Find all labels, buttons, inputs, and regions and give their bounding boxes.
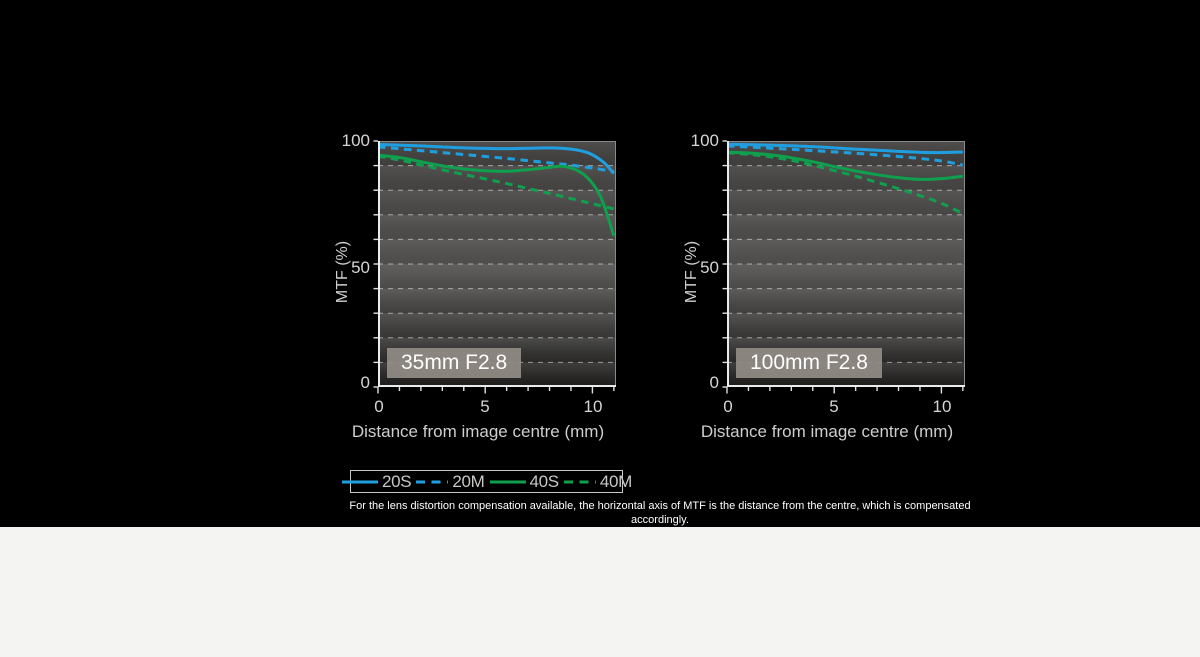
legend-label: 20M [452, 471, 485, 491]
dashed-green-line-icon [563, 480, 596, 483]
legend-label: 40S [529, 471, 560, 491]
y-tick-label-100: 100 [341, 131, 370, 150]
dashed-blue-line-icon [416, 480, 449, 483]
x-tick-label-5: 5 [480, 397, 490, 416]
x-axis-title: Distance from image centre (mm) [351, 422, 605, 441]
x-tick-label-10: 10 [583, 397, 603, 416]
y-tick-label-50: 50 [700, 258, 719, 277]
mtf-chart-100mm: 100 50 0 MTF (%) 100mm F2.8 0 5 10 Dista… [679, 131, 979, 461]
y-axis-title: MTF (%) [334, 240, 351, 304]
legend-label: 40M [599, 471, 633, 491]
legend-item-40m: 40M [563, 472, 632, 492]
legend-item-40s: 40S [489, 472, 559, 492]
y-tick-label-100: 100 [690, 131, 719, 150]
y-tick-label-0: 0 [360, 373, 370, 392]
chart-legend: 20S 20M 40S 40M [341, 470, 632, 493]
lens-title-badge: 100mm F2.8 [736, 348, 882, 378]
y-tick-label-50: 50 [351, 258, 370, 277]
page-footer-strip [0, 527, 1200, 657]
mtf-plot-area [373, 140, 616, 394]
legend-item-20m: 20M [415, 471, 485, 492]
lens-title-badge: 35mm F2.8 [387, 348, 522, 378]
solid-blue-line-icon [341, 480, 378, 483]
y-axis-title: MTF (%) [683, 240, 700, 304]
legend-label: 20S [381, 471, 412, 491]
x-tick-label-10: 10 [932, 397, 952, 416]
x-tick-label-0: 0 [374, 397, 384, 416]
y-tick-label-0: 0 [709, 373, 719, 392]
solid-green-line-icon [489, 480, 526, 483]
x-axis-title: Distance from image centre (mm) [700, 422, 954, 441]
x-tick-label-0: 0 [723, 397, 733, 416]
distortion-compensation-footnote: For the lens distortion compensation ava… [349, 500, 971, 526]
mtf-chart-35mm: 100 50 0 MTF (%) 35mm F2.8 0 5 10 Distan… [330, 131, 630, 461]
x-tick-label-5: 5 [829, 397, 839, 416]
legend-item-20s: 20S [341, 471, 412, 492]
